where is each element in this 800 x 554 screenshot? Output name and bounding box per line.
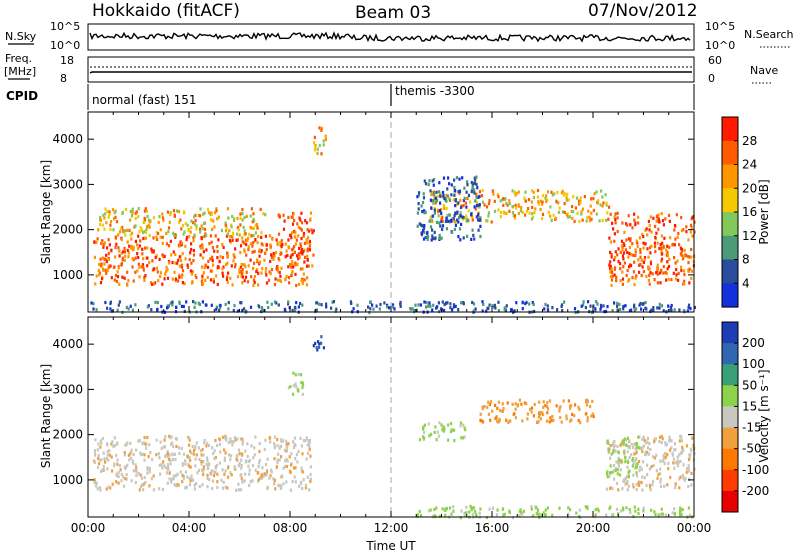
x-tick-label: 00:00: [677, 521, 712, 535]
colorbar-tick-label: -15: [742, 421, 762, 435]
nsky-line: [89, 31, 691, 43]
colorbar-swatch: [722, 343, 738, 365]
freq-tick-top: 18: [60, 54, 74, 67]
colorbar-swatch: [722, 140, 738, 166]
colorbar-swatch: [722, 212, 738, 237]
colorbar-tick-label: 200: [742, 336, 765, 350]
nsearch-tick-top: 10^5: [705, 20, 735, 33]
nsky-label: N.Sky: [5, 30, 37, 43]
colorbar-swatch: [722, 427, 738, 450]
colorbar-swatch: [722, 490, 738, 513]
velocity-colorbar: 200 100 50 15 -15 -50 -100 -200: [721, 321, 769, 513]
colorbar-swatch: [722, 448, 738, 471]
data-region: [277, 211, 315, 269]
nsearch-label: N.Search: [744, 28, 794, 41]
x-tick-label: 08:00: [273, 521, 308, 535]
colorbar-tick-label: 15: [742, 399, 757, 413]
colorbar-swatch: [722, 364, 738, 386]
data-region: [287, 371, 305, 396]
y-tick-label: 4000: [52, 337, 83, 351]
freq-label: Freq.: [5, 52, 32, 65]
cpid-label: CPID: [6, 89, 38, 103]
data-region: [479, 398, 595, 425]
freq-trace: [89, 71, 692, 74]
colorbar-tick-label: 20: [742, 181, 757, 195]
colorbar-tick-label: 100: [742, 357, 765, 371]
power-colorbar-label: Power [dB]: [757, 179, 771, 244]
colorbar-swatch: [722, 385, 738, 407]
velocity-ylabel: Slant Range [km]: [39, 364, 53, 468]
data-region: [418, 421, 467, 443]
data-region: [90, 300, 696, 315]
colorbar-tick-label: 28: [742, 134, 757, 148]
nave-label: Nave: [750, 64, 778, 77]
colorbar-swatch: [722, 188, 738, 213]
power-panel: 1000 2000 3000 4000: [52, 111, 696, 315]
y-tick-label: 2000: [52, 428, 83, 442]
colorbar-tick-label: -50: [742, 442, 762, 456]
y-tick-label: 3000: [52, 177, 83, 191]
colorbar-tick-label: 12: [742, 229, 757, 243]
colorbar-tick-label: 4: [742, 276, 750, 290]
colorbar-tick-label: -100: [742, 463, 769, 477]
nsky-tick-top: 10^5: [50, 20, 80, 33]
x-tick-label: 04:00: [172, 521, 207, 535]
colorbar-tick-label: 16: [742, 205, 757, 219]
colorbar-swatch: [722, 406, 738, 428]
power-ylabel: Slant Range [km]: [39, 160, 53, 264]
velocity-panel: 1000 2000 3000 4000 00:00 04:00 08:00 12:00 16:0…: [52, 316, 712, 535]
data-region: [429, 188, 611, 224]
x-tick-label: 20:00: [576, 521, 611, 535]
cpid-mode-1: normal (fast) 151: [92, 93, 196, 107]
velocity-colorbar-label: Velocity [m s⁻¹]: [757, 369, 771, 462]
y-tick-label: 3000: [52, 382, 83, 396]
x-tick-label: 16:00: [475, 521, 510, 535]
colorbar-tick-label: -200: [742, 484, 769, 498]
colorbar-swatch: [722, 469, 738, 492]
data-region: [605, 434, 696, 492]
data-region: [416, 175, 482, 242]
data-region: [93, 434, 312, 492]
y-tick-label: 2000: [52, 223, 83, 237]
x-axis-label: Time UT: [365, 539, 416, 553]
date-title: 07/Nov/2012: [588, 1, 698, 21]
data-region: [605, 435, 641, 479]
beam-title: Beam 03: [355, 3, 431, 23]
freq-tick-bottom: 8: [60, 72, 67, 85]
freq-panel: [87, 56, 695, 83]
colorbar-swatch: [722, 259, 738, 284]
colorbar-tick-label: 8: [742, 253, 750, 267]
colorbar-frame: [721, 321, 739, 513]
colorbar-swatch: [722, 322, 738, 344]
y-tick-label: 4000: [52, 132, 83, 146]
nave-tick-top: 60: [708, 54, 722, 67]
nsky-trace: [89, 31, 691, 43]
data-region: [313, 126, 327, 156]
y-tick-label: 1000: [52, 473, 83, 487]
colorbar-swatch: [722, 235, 738, 261]
y-tick-label: 1000: [52, 268, 83, 282]
colorbar-swatch: [722, 117, 738, 142]
nsky-panel: [87, 23, 695, 51]
data-region: [312, 335, 325, 352]
colorbar-tick-label: 50: [742, 378, 757, 392]
nsearch-tick-bottom: 10^0: [705, 39, 735, 52]
station-title: Hokkaido (fitACF): [92, 1, 240, 21]
colorbar-swatch: [722, 283, 738, 308]
x-tick-label: 12:00: [374, 521, 409, 535]
colorbar-swatch: [722, 164, 738, 189]
cpid-mode-2: themis -3300: [395, 84, 475, 98]
x-tick-label: 00:00: [71, 521, 106, 535]
nave-tick-bottom: 0: [708, 72, 715, 85]
nsky-tick-bottom: 10^0: [50, 39, 80, 52]
freq-unit: [MHz]: [4, 65, 36, 78]
data-region: [93, 234, 311, 288]
power-colorbar: 28 24 20 16 12 8 4: [721, 116, 757, 308]
data-region: [97, 207, 267, 238]
data-region: [608, 211, 696, 287]
colorbar-tick-label: 24: [742, 158, 757, 172]
